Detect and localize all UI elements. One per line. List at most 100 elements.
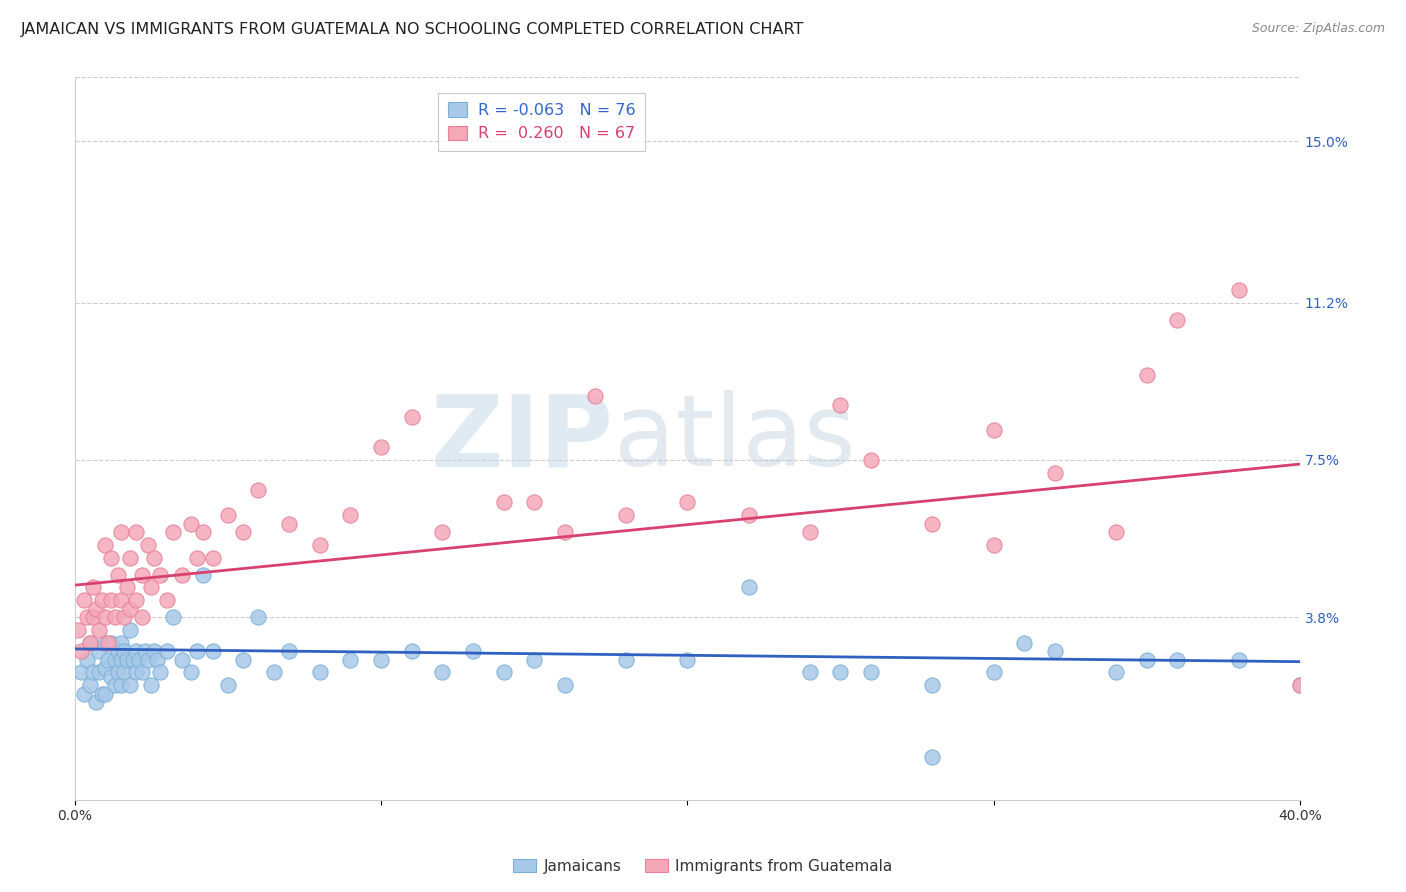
Text: ZIP: ZIP <box>430 390 614 487</box>
Point <box>73 687 96 701</box>
Point <box>134 644 156 658</box>
Point <box>799 524 821 539</box>
Point <box>370 652 392 666</box>
Point <box>125 644 148 658</box>
Point <box>136 652 159 666</box>
Point <box>118 623 141 637</box>
Point <box>110 635 132 649</box>
Point <box>554 524 576 539</box>
Point <box>110 652 132 666</box>
Point <box>1043 466 1066 480</box>
Point <box>76 652 98 666</box>
Point <box>118 601 141 615</box>
Point <box>69 644 91 658</box>
Point <box>1136 652 1159 666</box>
Point <box>217 678 239 692</box>
Point <box>1289 678 1312 692</box>
Point <box>1289 678 1312 692</box>
Point <box>162 524 184 539</box>
Point <box>614 508 637 522</box>
Point <box>141 678 163 692</box>
Point <box>308 665 330 680</box>
Point <box>170 567 193 582</box>
Point <box>232 524 254 539</box>
Point <box>278 644 301 658</box>
Point <box>676 652 699 666</box>
Point <box>131 665 153 680</box>
Point <box>523 495 546 509</box>
Point <box>432 665 454 680</box>
Point <box>461 644 484 658</box>
Point <box>186 644 208 658</box>
Point <box>193 524 215 539</box>
Point <box>125 593 148 607</box>
Point <box>110 593 132 607</box>
Point <box>492 665 515 680</box>
Point <box>201 550 224 565</box>
Point <box>149 567 172 582</box>
Legend: Jamaicans, Immigrants from Guatemala: Jamaicans, Immigrants from Guatemala <box>508 853 898 880</box>
Point <box>69 665 91 680</box>
Point <box>125 524 148 539</box>
Point <box>921 516 943 531</box>
Point <box>1227 283 1250 297</box>
Point <box>1166 652 1188 666</box>
Point <box>115 580 138 594</box>
Point <box>278 516 301 531</box>
Point <box>186 550 208 565</box>
Point <box>1014 635 1036 649</box>
Point <box>128 652 150 666</box>
Point <box>110 678 132 692</box>
Point <box>89 623 111 637</box>
Point <box>94 687 117 701</box>
Point <box>103 652 125 666</box>
Point <box>155 593 177 607</box>
Point <box>122 652 145 666</box>
Point <box>143 550 166 565</box>
Point <box>921 678 943 692</box>
Point <box>94 661 117 675</box>
Point <box>1227 652 1250 666</box>
Point <box>100 669 122 683</box>
Point <box>82 610 104 624</box>
Point <box>737 508 759 522</box>
Point <box>155 644 177 658</box>
Point <box>263 665 285 680</box>
Point <box>1166 312 1188 326</box>
Point <box>82 580 104 594</box>
Point <box>97 635 120 649</box>
Point <box>799 665 821 680</box>
Point <box>401 410 423 425</box>
Point <box>103 678 125 692</box>
Point <box>523 652 546 666</box>
Point <box>131 567 153 582</box>
Point <box>193 567 215 582</box>
Point <box>73 593 96 607</box>
Point <box>107 665 129 680</box>
Point <box>860 453 883 467</box>
Point <box>983 538 1005 552</box>
Point <box>614 652 637 666</box>
Point <box>82 665 104 680</box>
Point <box>141 580 163 594</box>
Point <box>339 508 361 522</box>
Point <box>100 550 122 565</box>
Point <box>492 495 515 509</box>
Point <box>94 635 117 649</box>
Point <box>983 665 1005 680</box>
Point <box>149 665 172 680</box>
Point <box>79 635 101 649</box>
Point <box>247 483 270 497</box>
Point <box>79 635 101 649</box>
Point <box>112 644 135 658</box>
Point <box>860 665 883 680</box>
Point <box>112 610 135 624</box>
Point <box>66 623 89 637</box>
Point <box>308 538 330 552</box>
Point <box>1105 665 1128 680</box>
Point <box>97 652 120 666</box>
Point <box>76 610 98 624</box>
Text: atlas: atlas <box>614 390 855 487</box>
Point <box>162 610 184 624</box>
Point <box>554 678 576 692</box>
